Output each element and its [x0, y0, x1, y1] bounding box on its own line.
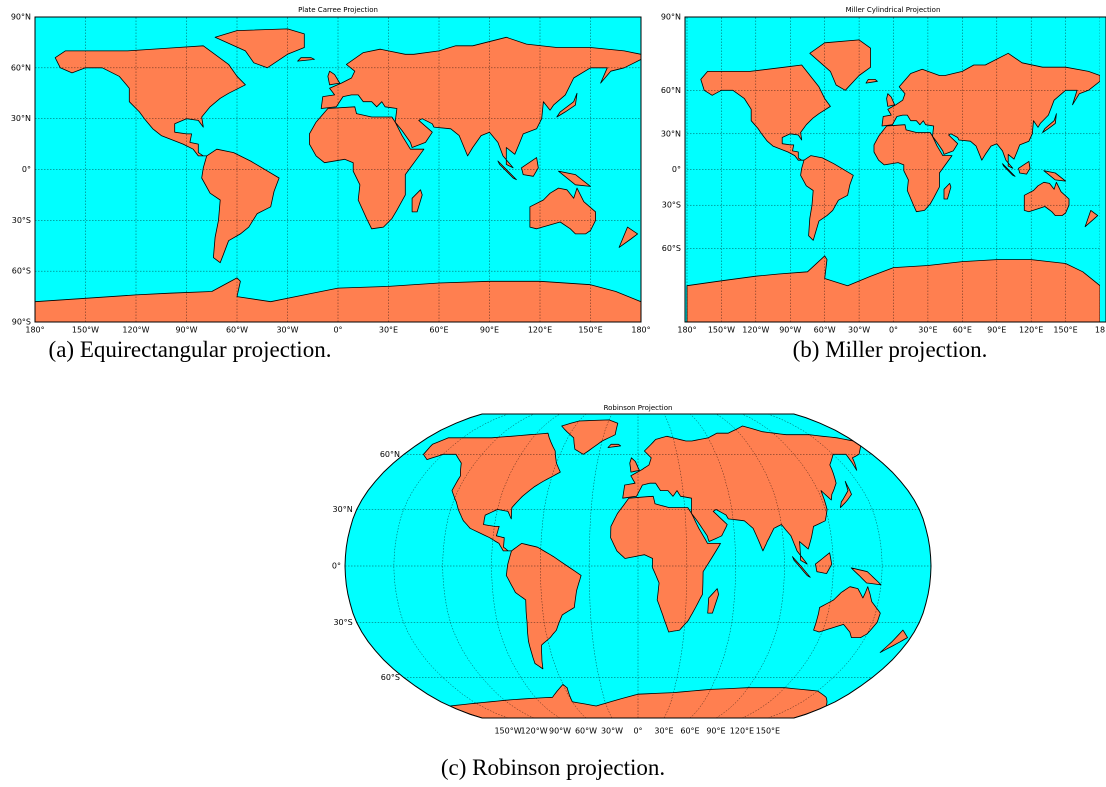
- lat-label: 30°S: [333, 618, 352, 627]
- lat-label: 90°N: [11, 13, 31, 22]
- lon-label: 90°W: [175, 326, 197, 335]
- lat-label: 60°S: [381, 673, 400, 682]
- map-title: Plate Carree Projection: [298, 6, 378, 14]
- lon-label: 120°W: [520, 727, 547, 736]
- lon-label: 18: [1095, 326, 1105, 335]
- caption: (c) Robinson projection.: [441, 755, 665, 780]
- lon-label: 60°E: [953, 326, 972, 335]
- lon-label: 120°W: [122, 326, 149, 335]
- lon-label: 30°E: [379, 326, 398, 335]
- lon-label: 30°W: [601, 727, 623, 736]
- lat-label: 30°N: [661, 129, 681, 138]
- lon-label: 30°W: [848, 326, 870, 335]
- lon-label: 150°W: [72, 326, 99, 335]
- lon-label: 0°: [633, 727, 642, 736]
- lon-label: 60°W: [226, 326, 248, 335]
- map-title: Robinson Projection: [604, 404, 673, 412]
- lon-label: 150°W: [494, 727, 521, 736]
- lon-label: 30°E: [918, 326, 937, 335]
- lon-label: 90°E: [706, 727, 725, 736]
- lat-label: 0°: [332, 562, 341, 571]
- lat-label: 30°S: [662, 201, 681, 210]
- lat-label: 30°N: [11, 114, 31, 123]
- lon-label: 90°W: [779, 326, 801, 335]
- caption: (a) Equirectangular projection.: [49, 337, 332, 362]
- lat-label: 90°N: [661, 13, 681, 22]
- lon-label: 60°E: [680, 727, 699, 736]
- lon-label: 120°E: [528, 326, 552, 335]
- figure: (a) Equirectangular projection. (b) Mill…: [0, 0, 1106, 787]
- lon-label: 90°W: [549, 727, 571, 736]
- lat-label: 60°S: [12, 267, 31, 276]
- lon-label: 0°: [333, 326, 342, 335]
- lon-label: 180°: [25, 326, 44, 335]
- lon-label: 30°E: [654, 727, 673, 736]
- lon-label: 120°E: [1019, 326, 1043, 335]
- lon-label: 0°: [889, 326, 898, 335]
- lon-label: 60°W: [575, 727, 597, 736]
- lon-label: 90°E: [480, 326, 499, 335]
- lon-label: 150°E: [1053, 326, 1077, 335]
- lat-label: 60°N: [661, 86, 681, 95]
- lat-label: 30°S: [12, 216, 31, 225]
- lon-label: 60°W: [814, 326, 836, 335]
- lon-label: 120°W: [742, 326, 769, 335]
- map-title: Miller Cylindrical Projection: [846, 6, 941, 14]
- lat-label: 0°: [672, 165, 681, 174]
- lat-label: 0°: [22, 165, 31, 174]
- caption: (b) Miller projection.: [793, 337, 988, 362]
- lat-label: 60°N: [11, 63, 31, 72]
- lon-label: 180°: [631, 326, 650, 335]
- lon-label: 150°W: [708, 326, 735, 335]
- lon-label: 90°E: [987, 326, 1006, 335]
- lon-label: 120°E: [730, 727, 754, 736]
- lat-label: 60°N: [380, 450, 400, 459]
- lat-label: 60°S: [662, 244, 681, 253]
- lon-label: 30°W: [276, 326, 298, 335]
- lon-label: 60°E: [429, 326, 448, 335]
- lon-label: 150°E: [578, 326, 602, 335]
- lon-label: 180°: [677, 326, 696, 335]
- lat-label: 30°N: [333, 505, 353, 514]
- lon-label: 150°E: [756, 727, 780, 736]
